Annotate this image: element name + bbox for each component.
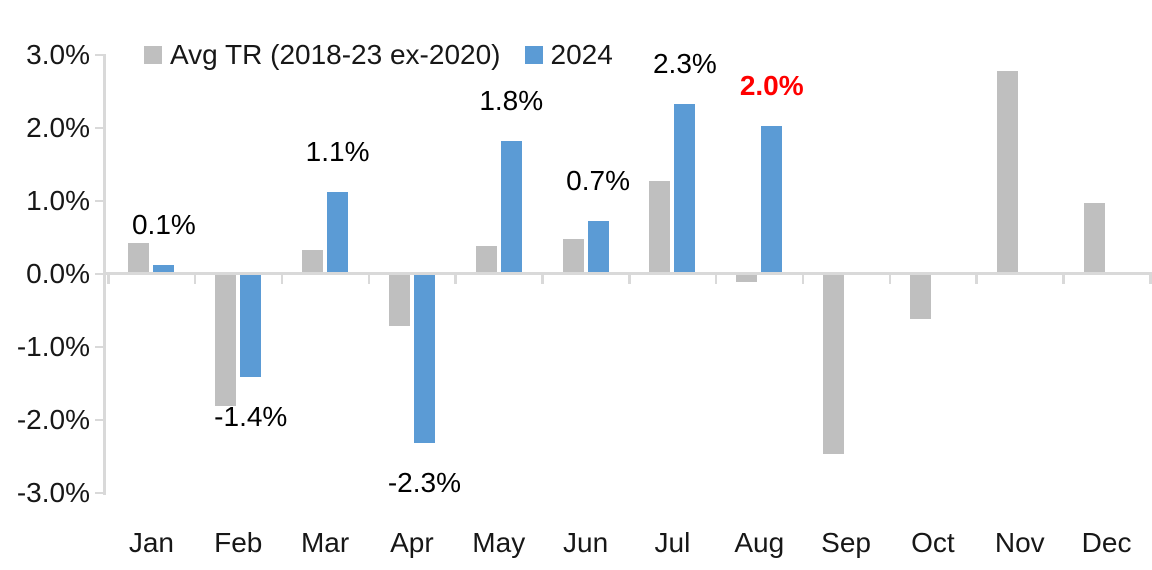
x-axis-tick: [107, 275, 110, 284]
month-label-apr: Apr: [390, 527, 434, 558]
x-axis-tick: [541, 275, 544, 284]
bar-avg-tr-jul: [649, 180, 671, 272]
bar-avg-tr-may: [475, 246, 497, 272]
y-axis-label-2.0%: 2.0%: [26, 111, 90, 143]
bar-avg-tr-feb: [215, 275, 237, 407]
bar-2024-apr: [413, 275, 435, 443]
legend-swatch-avg-tr-icon: [144, 46, 162, 64]
x-axis-zero-line: [103, 272, 1152, 275]
x-axis-tick: [1149, 275, 1152, 284]
bar-2024-jun: [587, 220, 609, 272]
data-label-feb: -1.4%: [214, 401, 288, 433]
bar-avg-tr-sep: [823, 275, 845, 454]
legend-label-2024: 2024: [550, 39, 613, 70]
month-label-may: May: [472, 527, 526, 558]
legend-item-avg-tr: Avg TR (2018-23 ex-2020): [144, 41, 501, 69]
legend-swatch-2024-icon: [524, 46, 543, 64]
y-axis-tick: [95, 345, 105, 348]
data-label-jan: 0.1%: [131, 208, 196, 240]
legend: Avg TR (2018-23 ex-2020) 2024: [144, 41, 613, 69]
y-axis-label--3.0%: -3.0%: [16, 476, 90, 508]
y-axis-tick: [95, 199, 105, 202]
x-axis-tick: [888, 275, 891, 284]
month-label-mar: Mar: [300, 527, 350, 558]
data-label-may: 1.8%: [479, 84, 544, 116]
x-axis-tick: [454, 275, 457, 284]
month-label-nov: Nov: [994, 527, 1045, 558]
x-axis-tick: [714, 275, 718, 284]
y-axis-tick: [95, 491, 105, 494]
data-label-jul: 2.3%: [652, 48, 717, 80]
y-axis-label--1.0%: -1.0%: [16, 330, 90, 362]
bar-2024-jul: [674, 104, 696, 272]
month-label-jan: Jan: [128, 527, 174, 558]
month-label-sep: Sep: [821, 527, 871, 558]
x-axis-tick: [367, 275, 370, 284]
y-axis-label-0.0%: 0.0%: [26, 257, 90, 289]
legend-label-avg-tr: Avg TR (2018-23 ex-2020): [170, 39, 501, 70]
y-axis-label--2.0%: -2.0%: [16, 403, 90, 435]
month-label-oct: Oct: [911, 527, 955, 558]
bar-2024-feb: [240, 275, 262, 378]
data-label-aug: 2.0%: [739, 70, 804, 101]
data-label-mar: 1.1%: [305, 135, 370, 167]
y-axis-label-3.0%: 3.0%: [26, 38, 90, 70]
x-axis-tick: [193, 275, 197, 284]
bar-avg-tr-jun: [562, 239, 584, 272]
bar-avg-tr-nov: [996, 71, 1018, 272]
y-axis-tick: [95, 272, 105, 275]
data-label-jun: 0.7%: [566, 164, 630, 196]
bar-2024-jan: [153, 264, 175, 272]
month-label-jun: Jun: [563, 527, 609, 558]
bar-2024-aug: [761, 126, 783, 272]
x-axis-tick: [975, 275, 978, 284]
bar-avg-tr-jan: [128, 242, 150, 272]
month-label-jul: Jul: [654, 527, 691, 558]
bar-avg-tr-dec: [1083, 202, 1105, 272]
bar-2024-mar: [327, 191, 349, 272]
month-label-feb: Feb: [214, 527, 263, 558]
y-axis-tick: [95, 126, 105, 129]
y-axis-tick: [95, 418, 105, 421]
y-axis-label-1.0%: 1.0%: [26, 184, 90, 216]
data-label-apr: -2.3%: [387, 466, 461, 498]
x-axis-tick: [280, 275, 284, 284]
bar-avg-tr-oct: [909, 275, 931, 319]
bar-avg-tr-apr: [388, 275, 410, 327]
month-label-aug: Aug: [734, 527, 785, 558]
x-axis-tick: [628, 275, 631, 284]
bar-avg-tr-mar: [302, 250, 324, 272]
x-axis-tick: [801, 275, 805, 284]
bar-2024-may: [500, 140, 522, 272]
legend-item-2024: 2024: [524, 39, 613, 70]
bar-avg-tr-aug: [736, 275, 758, 283]
x-axis-tick: [1062, 275, 1065, 284]
month-label-dec: Dec: [1081, 527, 1132, 558]
y-axis-tick: [95, 53, 105, 56]
